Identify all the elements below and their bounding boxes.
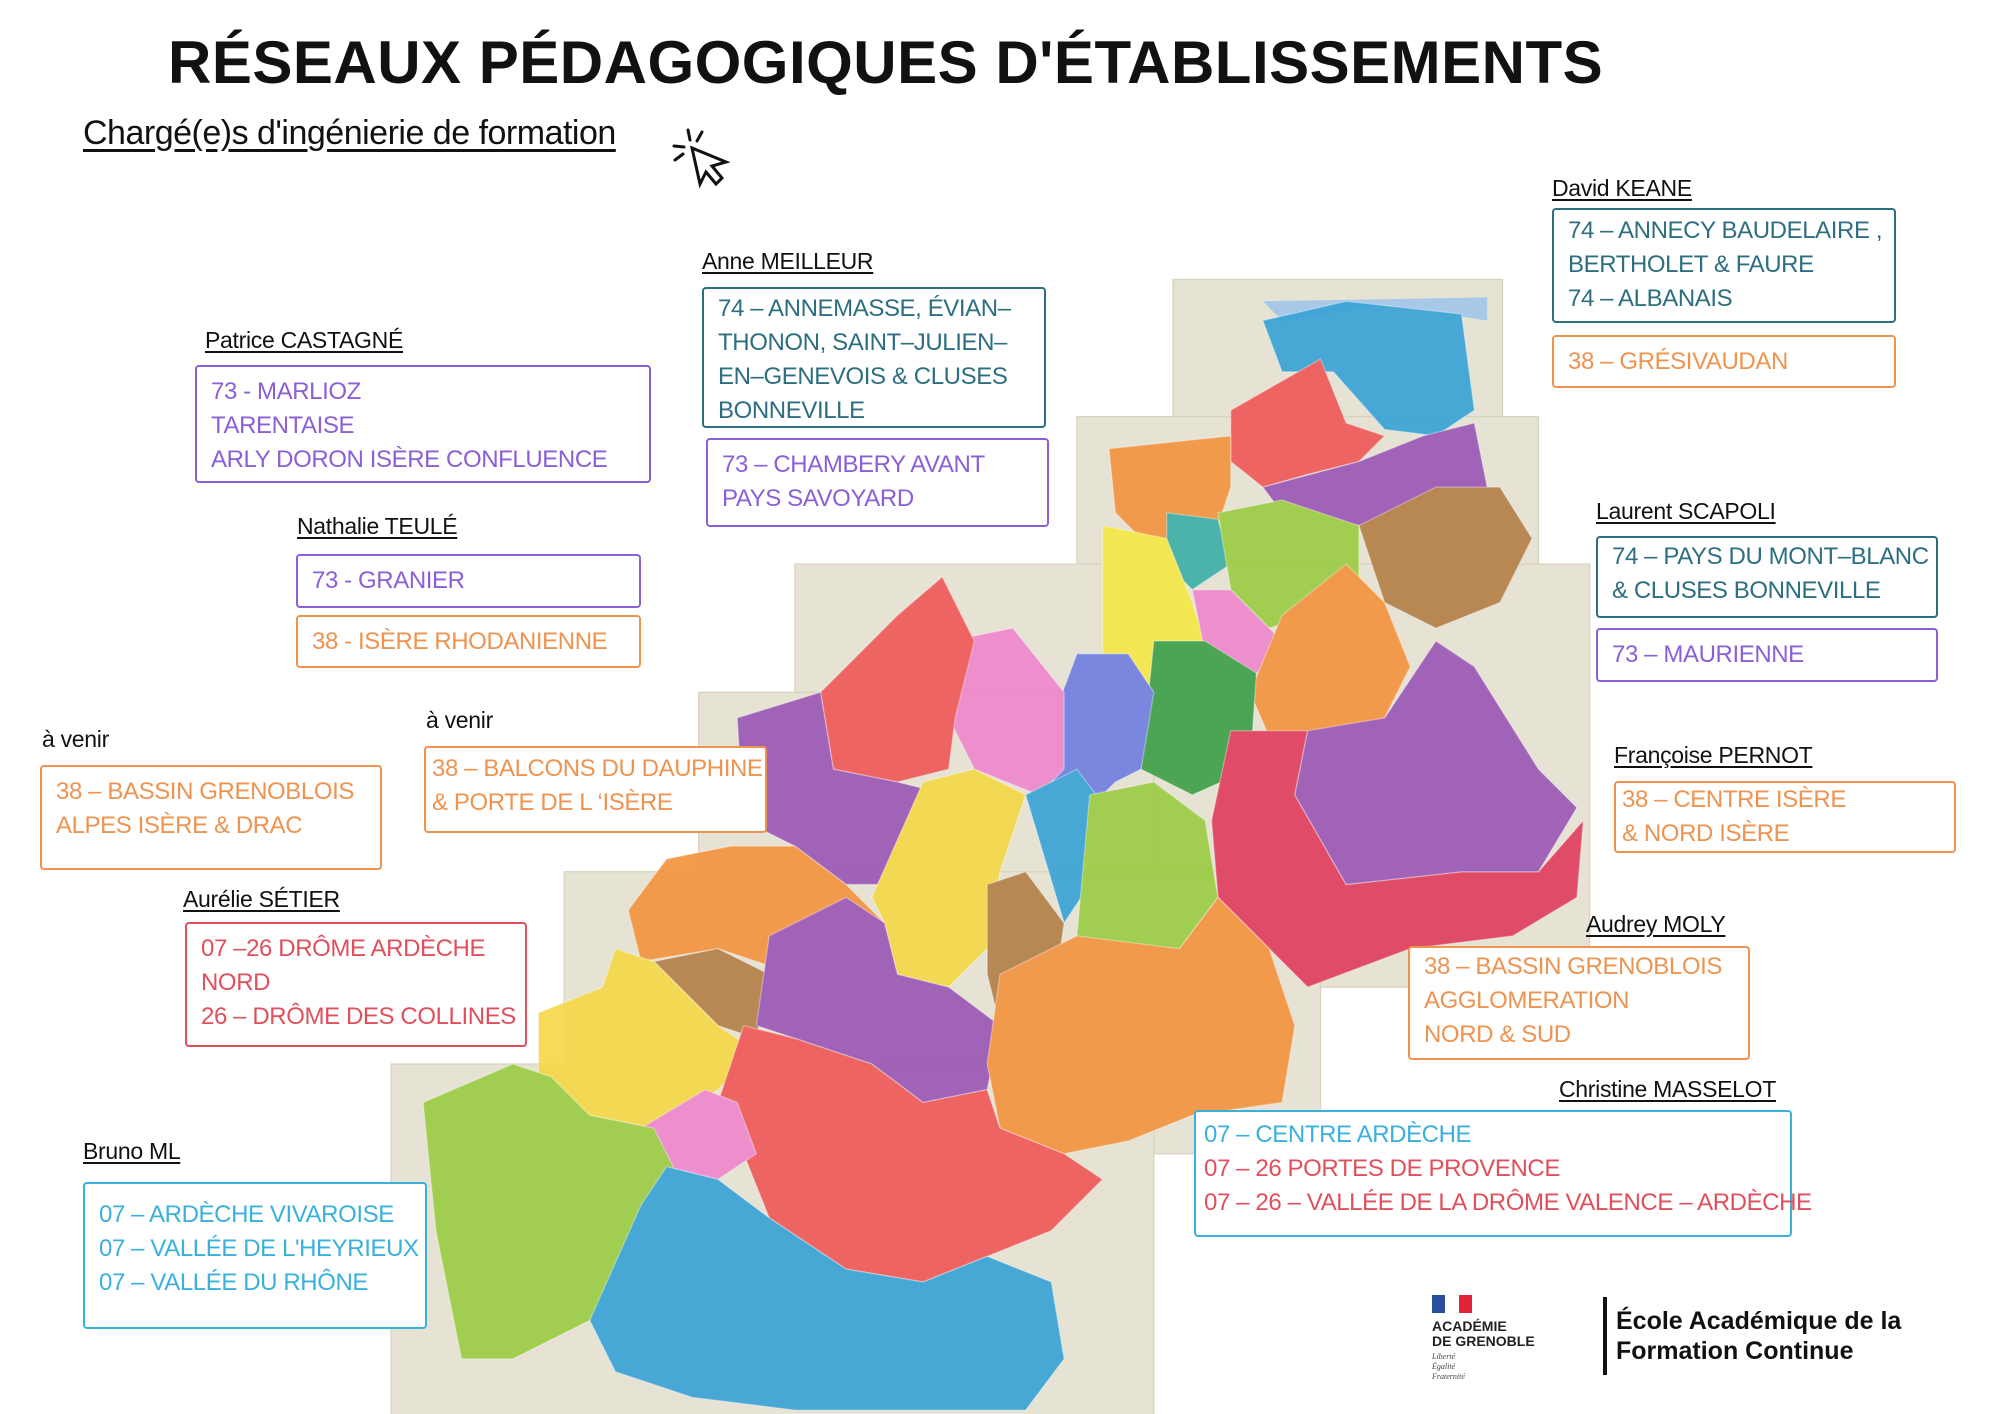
network-line: 38 – BASSIN GRENOBLOIS [1424, 953, 1722, 980]
network-line: 26 – DRÔME DES COLLINES [201, 1003, 516, 1030]
map-region [819, 575, 976, 783]
network-line: NORD [201, 969, 271, 996]
network-box: 74 – ANNECY BAUDELAIRE , BERTHOLET & FAU… [1552, 208, 1896, 323]
network-line: PAYS SAVOYARD [722, 485, 914, 512]
network-box: 73 – CHAMBERY AVANT PAYS SAVOYARD [706, 438, 1049, 527]
network-box: 07 – CENTRE ARDÈCHE 07 – 26 PORTES DE PR… [1194, 1110, 1812, 1237]
network-line: BERTHOLET & FAURE [1568, 251, 1814, 278]
network-line: NORD & SUD [1424, 1021, 1571, 1048]
contact-name: Patrice CASTAGNÉ [205, 327, 403, 353]
network-box: 07 –26 DRÔME ARDÈCHE NORD 26 – DRÔME DES… [185, 922, 527, 1047]
map-region [1294, 640, 1578, 886]
contact-name: Audrey MOLY [1586, 911, 1726, 937]
network-line: 74 – ANNEMASSE, ÉVIAN– [718, 295, 1011, 322]
network-line: 38 – GRÉSIVAUDAN [1568, 348, 1788, 375]
school-name: École Académique de la Formation Continu… [1616, 1306, 1901, 1366]
network-line: 74 – PAYS DU MONT–BLANC [1612, 543, 1929, 570]
contact-name: David KEANE [1552, 175, 1692, 201]
contact-name-pending: à venir [426, 707, 493, 733]
network-line: 74 – ANNECY BAUDELAIRE , [1568, 217, 1883, 244]
network-box: 38 - ISÈRE RHODANIENNE [296, 615, 641, 668]
logo-motto: Liberté [1432, 1352, 1456, 1361]
network-line: 74 – ALBANAIS [1568, 285, 1733, 312]
contact-name: Bruno ML [83, 1138, 181, 1164]
network-line: AGGLOMERATION [1424, 987, 1630, 1014]
contact-name: Aurélie SÉTIER [183, 886, 340, 912]
network-line: 07 – 26 PORTES DE PROVENCE [1204, 1155, 1560, 1182]
contact-name: Anne MEILLEUR [702, 248, 874, 274]
network-line: 07 – ARDÈCHE VIVAROISE [99, 1201, 394, 1228]
network-line: 38 – CENTRE ISÈRE [1622, 786, 1846, 813]
network-line: & PORTE DE L ‘ISÈRE [432, 789, 673, 816]
logo-text: DE GRENOBLE [1432, 1333, 1535, 1349]
network-box: 38 – GRÉSIVAUDAN [1552, 335, 1896, 388]
network-box: 07 – ARDÈCHE VIVAROISE 07 – VALLÉE DE L'… [83, 1182, 427, 1329]
network-line: ARLY DORON ISÈRE CONFLUENCE [211, 446, 608, 473]
network-line: 07 – VALLÉE DU RHÔNE [99, 1269, 368, 1296]
network-line: & CLUSES BONNEVILLE [1612, 577, 1881, 604]
network-box: 74 – ANNEMASSE, ÉVIAN– THONON, SAINT–JUL… [702, 287, 1046, 428]
network-line: 38 – BASSIN GRENOBLOIS [56, 778, 354, 805]
network-line: 07 – VALLÉE DE L'HEYRIEUX [99, 1235, 419, 1262]
logo-motto: Fraternité [1432, 1372, 1465, 1381]
network-box: 74 – PAYS DU MONT–BLANC & CLUSES BONNEVI… [1596, 536, 1938, 618]
contact-name-pending: à venir [42, 726, 109, 752]
network-box: 38 – BALCONS DU DAUPHINE & PORTE DE L ‘I… [424, 746, 767, 833]
academie-grenoble-logo: ACADÉMIE DE GRENOBLE Liberté Égalité Fra… [1432, 1295, 1535, 1382]
logo-text: ACADÉMIE [1432, 1318, 1507, 1334]
contact-name: Françoise PERNOT [1614, 742, 1813, 768]
page-subtitle: Chargé(e)s d'ingénierie de formation [83, 114, 616, 152]
network-line: 07 – 26 – VALLÉE DE LA DRÔME VALENCE – A… [1204, 1189, 1812, 1216]
map-regions [422, 300, 1585, 1411]
cursor-click-icon [672, 128, 731, 189]
network-box: 73 - GRANIER [296, 554, 641, 608]
network-line: 73 – CHAMBERY AVANT [722, 451, 985, 478]
network-line: BONNEVILLE [718, 397, 865, 424]
school-name-line: Formation Continue [1616, 1337, 1854, 1365]
french-flag-icon [1432, 1295, 1472, 1313]
page-title: RÉSEAUX PÉDAGOGIQUES D'ÉTABLISSEMENTS [168, 29, 1604, 96]
network-line: 07 –26 DRÔME ARDÈCHE [201, 935, 486, 962]
contact-name: Nathalie TEULÉ [297, 513, 458, 539]
logo-motto: Égalité [1432, 1362, 1456, 1371]
contact-name: Laurent SCAPOLI [1596, 498, 1776, 524]
network-line: THONON, SAINT–JULIEN– [718, 329, 1007, 356]
network-box: 38 – BASSIN GRENOBLOIS AGGLOMERATION NOR… [1408, 946, 1750, 1060]
network-line: 38 - ISÈRE RHODANIENNE [312, 628, 608, 655]
network-box: 73 – MAURIENNE [1596, 628, 1938, 682]
network-line: EN–GENEVOIS & CLUSES [718, 363, 1008, 390]
network-line: ALPES ISÈRE & DRAC [56, 812, 303, 839]
map-region [589, 1165, 1065, 1411]
network-line: 73 - MARLIOZ [211, 378, 361, 405]
network-line: 07 – CENTRE ARDÈCHE [1204, 1121, 1472, 1148]
map-region [1358, 486, 1533, 629]
network-line: 73 - GRANIER [312, 567, 465, 594]
network-line: 73 – MAURIENNE [1612, 641, 1804, 668]
network-line: & NORD ISÈRE [1622, 820, 1790, 847]
network-box: 38 – BASSIN GRENOBLOIS ALPES ISÈRE & DRA… [40, 765, 382, 870]
network-box: 38 – CENTRE ISÈRE & NORD ISÈRE [1614, 781, 1956, 853]
contact-name: Christine MASSELOT [1559, 1076, 1776, 1102]
footer-divider [1603, 1297, 1607, 1375]
map-region [717, 1024, 1104, 1283]
network-line: 38 – BALCONS DU DAUPHINE [432, 755, 763, 782]
school-name-line: École Académique de la [1616, 1307, 1902, 1335]
network-line: TARENTAISE [211, 412, 355, 439]
network-box: 73 - MARLIOZ TARENTAISE ARLY DORON ISÈRE… [195, 365, 651, 483]
